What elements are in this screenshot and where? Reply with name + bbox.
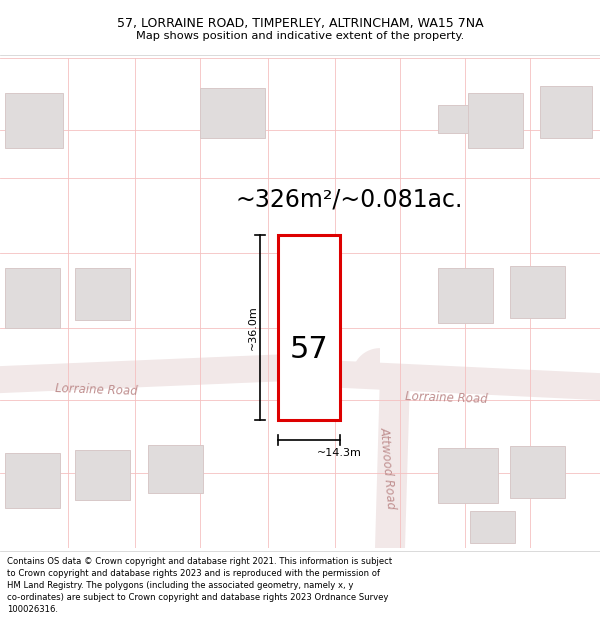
Bar <box>5 93 63 148</box>
Polygon shape <box>352 348 380 376</box>
Polygon shape <box>0 353 310 393</box>
Bar <box>5 453 60 508</box>
Text: 57, LORRAINE ROAD, TIMPERLEY, ALTRINCHAM, WA15 7NA: 57, LORRAINE ROAD, TIMPERLEY, ALTRINCHAM… <box>116 18 484 31</box>
Text: Contains OS data © Crown copyright and database right 2021. This information is : Contains OS data © Crown copyright and d… <box>7 558 392 566</box>
Polygon shape <box>305 359 600 400</box>
Bar <box>75 450 130 500</box>
Bar <box>148 445 203 493</box>
Bar <box>468 93 523 148</box>
Polygon shape <box>375 373 410 548</box>
Bar <box>438 105 473 133</box>
Text: Lorraine Road: Lorraine Road <box>55 382 138 398</box>
Text: ~36.0m: ~36.0m <box>248 305 258 350</box>
Text: 100026316.: 100026316. <box>7 605 58 614</box>
Text: HM Land Registry. The polygons (including the associated geometry, namely x, y: HM Land Registry. The polygons (includin… <box>7 581 353 590</box>
Text: Lorraine Road: Lorraine Road <box>405 390 488 406</box>
Bar <box>510 266 565 318</box>
Bar <box>438 448 498 503</box>
Text: ~326m²/~0.081ac.: ~326m²/~0.081ac. <box>235 187 463 211</box>
Bar <box>438 268 493 323</box>
Bar <box>540 86 592 138</box>
Bar <box>200 88 265 138</box>
Text: co-ordinates) are subject to Crown copyright and database rights 2023 Ordnance S: co-ordinates) are subject to Crown copyr… <box>7 593 389 602</box>
Bar <box>510 446 565 498</box>
Bar <box>470 511 515 543</box>
Text: Attwood Road: Attwood Road <box>378 426 398 510</box>
Bar <box>5 268 60 328</box>
Bar <box>278 235 340 420</box>
Text: ~14.3m: ~14.3m <box>317 448 362 458</box>
Bar <box>75 268 130 320</box>
Text: to Crown copyright and database rights 2023 and is reproduced with the permissio: to Crown copyright and database rights 2… <box>7 569 380 578</box>
Text: Map shows position and indicative extent of the property.: Map shows position and indicative extent… <box>136 31 464 41</box>
Text: 57: 57 <box>290 336 328 364</box>
